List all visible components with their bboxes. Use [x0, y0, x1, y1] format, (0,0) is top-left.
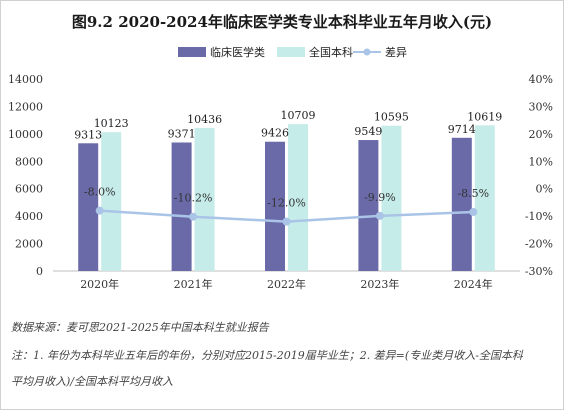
data-label-diff: -8.5%: [457, 187, 489, 200]
legend-label-diff: 差异: [385, 45, 407, 59]
bar-clinical: [265, 141, 285, 271]
y2-tick-label: 30%: [529, 100, 553, 113]
data-label-national: 10709: [281, 109, 316, 122]
bar-clinical: [451, 137, 472, 271]
bar-clinical: [171, 142, 192, 271]
x-category-label: 2021年: [174, 277, 213, 291]
chart-title: 图9.2 2020-2024年临床医学类专业本科毕业五年月收入(元): [72, 13, 492, 31]
y2-tick-label: -30%: [525, 265, 553, 278]
y2-tick-label: -20%: [525, 238, 553, 251]
legend: 临床医学类 全国本科 差异: [178, 45, 407, 59]
legend-marker-diff: [363, 48, 371, 56]
x-category-label: 2020年: [80, 277, 119, 291]
bar-national: [474, 125, 495, 271]
diff-point: [189, 212, 198, 221]
legend-swatch-national: [277, 47, 305, 57]
data-label-clinical: 9313: [74, 128, 102, 141]
y2-tick-label: 0%: [536, 183, 553, 196]
y2-tick-label: 40%: [529, 73, 553, 86]
bar-national: [381, 125, 402, 271]
legend-label-clinical: 临床医学类: [210, 45, 265, 59]
data-label-diff: -8.0%: [84, 186, 116, 199]
y2-tick-label: 20%: [529, 128, 553, 141]
diff-point: [375, 211, 384, 220]
right-axis: -30% -20% -10% 0% 10% 20% 30% 40%: [525, 73, 553, 278]
data-label-national: 10123: [94, 117, 129, 130]
diff-point: [469, 208, 478, 217]
diff-point: [95, 206, 104, 215]
y-tick-label: 2000: [15, 238, 43, 251]
data-label-clinical: 9426: [261, 127, 289, 140]
data-label-national: 10619: [467, 110, 502, 123]
data-label-national: 10595: [374, 111, 409, 124]
y-tick-label: 8000: [15, 155, 43, 168]
y-tick-label: 0: [36, 265, 43, 278]
data-label-diff: -10.2%: [174, 192, 213, 205]
data-label-diff: -9.9%: [364, 191, 396, 204]
bar-national: [194, 127, 215, 271]
bar-clinical: [358, 140, 379, 271]
bar-national: [288, 124, 308, 271]
left-axis: 0 2000 4000 6000 8000 10000 12000 14000: [8, 73, 43, 278]
y-tick-label: 4000: [15, 210, 43, 223]
data-label-clinical: 9549: [354, 125, 382, 138]
bar-clinical: [78, 143, 99, 271]
x-axis: 2020年 2021年 2022年 2023年 2024年: [53, 270, 520, 291]
diff-series: [95, 206, 478, 226]
y-tick-label: 12000: [8, 100, 43, 113]
data-label-clinical: 9371: [168, 127, 196, 140]
bars: [78, 124, 495, 271]
bar-national: [101, 132, 122, 271]
data-label-clinical: 9714: [448, 123, 476, 136]
legend-swatch-clinical: [178, 47, 206, 57]
footnote-line-2: 平均月收入)/全国本科平均月收入: [11, 375, 173, 388]
legend-label-national: 全国本科: [309, 45, 353, 59]
y-tick-label: 10000: [8, 128, 43, 141]
data-label-diff: -12.0%: [267, 197, 306, 210]
x-category-label: 2023年: [360, 277, 399, 291]
y2-tick-label: 10%: [529, 155, 553, 168]
x-category-label: 2022年: [267, 277, 306, 291]
x-category-label: 2024年: [454, 277, 493, 291]
footnote-line-1: 注：1. 年份为本科毕业五年后的年份，分别对应2015-2019届毕业生；2. …: [11, 349, 523, 362]
diff-point: [282, 217, 291, 226]
chart: 图9.2 2020-2024年临床医学类专业本科毕业五年月收入(元) 临床医学类…: [8, 13, 553, 291]
y-tick-label: 6000: [15, 183, 43, 196]
data-source-note: 数据来源：麦可思2021-2025年中国本科生就业报告: [11, 321, 269, 334]
y-tick-label: 14000: [8, 73, 43, 86]
data-label-national: 10436: [187, 113, 222, 126]
y2-tick-label: -10%: [525, 210, 553, 223]
